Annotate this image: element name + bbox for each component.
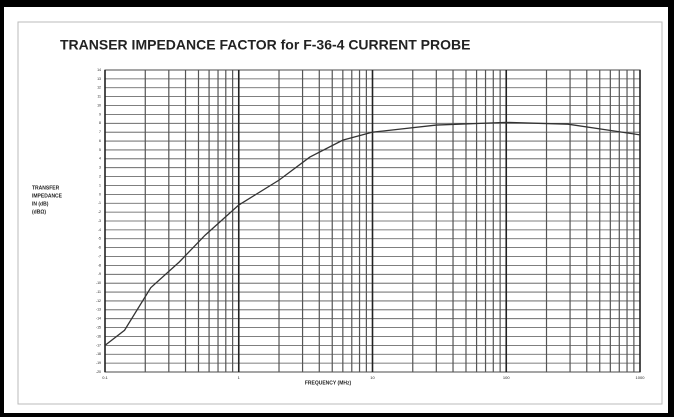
y-tick-label: -4: [98, 228, 101, 232]
y-tick-label: -1: [98, 201, 101, 205]
y-tick-label: -18: [96, 352, 101, 356]
y-tick-label: 6: [99, 139, 101, 143]
y-tick-label: 5: [99, 148, 101, 152]
x-tick-label: 10: [370, 375, 375, 380]
y-tick-label: -15: [96, 326, 101, 330]
y-tick-label: 7: [99, 130, 101, 134]
y-tick-label: 4: [99, 157, 101, 161]
y-tick-label: 14: [97, 68, 101, 72]
y-tick-label: -3: [98, 219, 101, 223]
y-tick-label: 0: [99, 192, 101, 196]
data-line: [104, 121, 641, 346]
y-tick-label: -9: [98, 272, 101, 276]
x-tick-label: 0.1: [102, 375, 108, 380]
y-axis-label: TRANSFER: [32, 185, 60, 191]
y-tick-label: 13: [97, 77, 101, 81]
y-tick-label: 2: [99, 175, 101, 179]
y-axis-label: IN (dB): [32, 201, 49, 207]
y-tick-label: -6: [98, 246, 101, 250]
paper: [4, 7, 668, 413]
y-tick-label: -10: [96, 281, 101, 285]
y-tick-label: -19: [96, 361, 101, 365]
y-tick-label: 8: [99, 121, 101, 125]
y-tick-label: -8: [98, 263, 101, 267]
y-tick-label: 11: [97, 95, 101, 99]
y-tick-label: 9: [99, 112, 101, 116]
y-tick-label: -11: [96, 290, 101, 294]
y-tick-label: -2: [98, 210, 101, 214]
y-tick-label: 1: [99, 183, 101, 187]
y-tick-label: -14: [96, 317, 101, 321]
chart-title: TRANSER IMPEDANCE FACTOR for F-36-4 CURR…: [60, 37, 470, 53]
y-tick-label: 10: [97, 103, 101, 107]
y-axis-label: (dBΩ): [32, 209, 46, 215]
y-tick-label: -20: [96, 370, 101, 374]
x-tick-label: 100: [503, 375, 510, 380]
y-tick-label: 12: [97, 86, 101, 90]
y-tick-label: -16: [96, 334, 101, 338]
y-tick-label: -7: [98, 254, 101, 258]
x-tick-label: 1000: [636, 375, 646, 380]
y-axis-label: IMPEDANCE: [32, 193, 63, 199]
y-tick-label: -13: [96, 308, 101, 312]
y-tick-label: -12: [96, 299, 101, 303]
y-tick-label: -17: [96, 343, 101, 347]
frame: [17, 21, 663, 405]
y-tick-label: 3: [99, 166, 101, 170]
x-tick-label: 1: [238, 375, 241, 380]
x-axis-label: FREQUENCY (MHz): [305, 380, 352, 386]
y-tick-label: -5: [98, 237, 101, 241]
